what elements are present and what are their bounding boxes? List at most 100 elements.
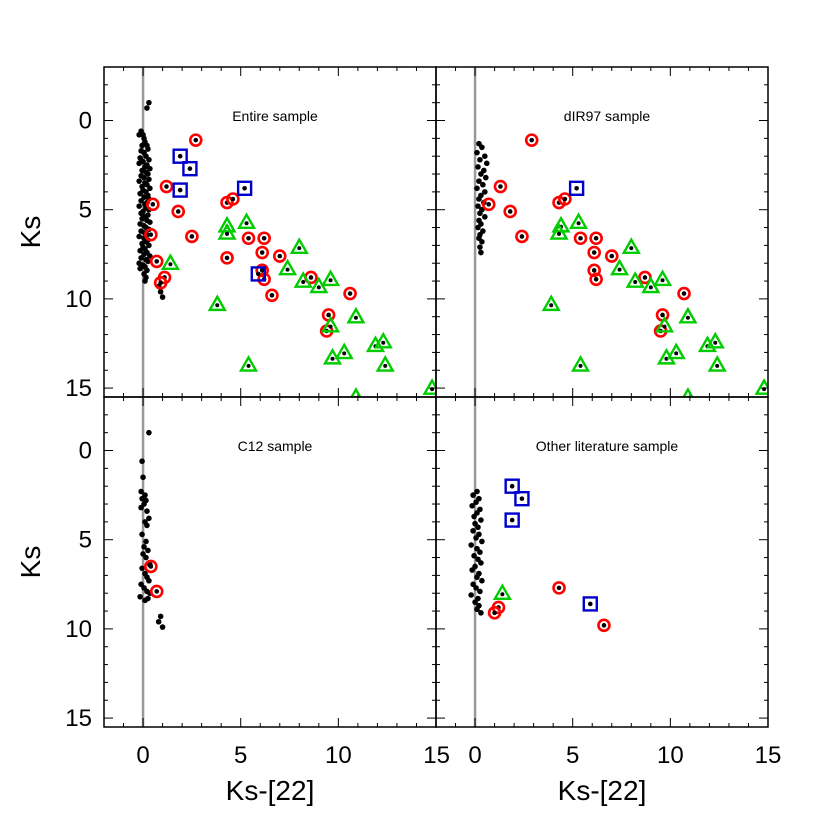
data-point-square: [514, 490, 530, 507]
data-point-ring-center: [601, 623, 607, 628]
data-point: [139, 458, 145, 465]
data-point: [478, 610, 484, 616]
data-point-ring-center: [259, 268, 265, 273]
data-point: [137, 247, 143, 254]
data-point: [477, 210, 483, 217]
panel-1: Entire sample 0 5 10 15: [65, 66, 437, 402]
data-point: [478, 171, 484, 177]
data-point-ring-center: [593, 235, 599, 241]
data-point: [137, 593, 143, 600]
data-point-ring: [265, 288, 279, 303]
data-point-triangle-center: [383, 363, 388, 368]
data-point-ring-center: [246, 235, 251, 241]
data-point-square: [172, 182, 188, 198]
data-point-triangle-center: [629, 246, 634, 251]
markers: [474, 133, 768, 397]
data-point-triangle-center: [617, 267, 622, 272]
data-point: [468, 592, 474, 598]
data-point: [475, 164, 481, 170]
data-point-square: [172, 148, 188, 164]
data-point-ring-center: [148, 232, 154, 237]
data-point: [138, 197, 144, 204]
data-point-ring-center: [519, 234, 525, 239]
data-point: [136, 160, 142, 167]
data-point: [475, 224, 481, 231]
data-point: [145, 547, 151, 554]
data-point-triangle-center: [301, 280, 306, 285]
data-point-ring-center: [347, 291, 353, 296]
data-point: [141, 544, 147, 550]
data-point-ring: [171, 204, 186, 219]
data-point: [478, 560, 484, 566]
data-point-triangle: [289, 237, 309, 254]
data-point-square: [568, 180, 585, 196]
data-point-triangle: [346, 306, 366, 324]
data-point: [147, 185, 153, 192]
data-point-triangle-center: [168, 262, 173, 267]
data-point: [136, 178, 142, 184]
data-point: [470, 527, 476, 534]
x-tick-label: 5: [234, 742, 247, 769]
data-point-triangle-center: [246, 363, 251, 368]
data-point-triangle: [320, 315, 341, 333]
data-point-square-center: [255, 271, 261, 277]
data-point: [471, 513, 477, 520]
y-tick-label: 15: [65, 375, 92, 402]
data-point: [474, 185, 480, 192]
x-axis-title-left: Ks-[22]: [226, 775, 315, 806]
data-point-ring: [587, 245, 601, 260]
data-point: [142, 278, 148, 284]
data-point: [144, 508, 150, 514]
data-point-triangle: [365, 335, 386, 353]
data-point: [477, 588, 483, 595]
data-point-triangle-center: [578, 363, 583, 368]
data-point: [137, 190, 143, 197]
data-point-triangle-center: [330, 356, 335, 361]
data-point-triangle: [652, 269, 673, 287]
data-point-ring-center: [609, 253, 615, 259]
data-point-square-center: [177, 153, 183, 159]
panel-title: Other literature sample: [536, 438, 679, 454]
x-tick-label: 0: [468, 742, 481, 769]
data-point-ring: [144, 227, 158, 242]
data-point: [138, 504, 144, 511]
data-point-triangle-center: [342, 351, 347, 356]
data-point-ring-center: [578, 235, 583, 241]
panel-title: Entire sample: [232, 108, 318, 124]
data-point-triangle-center: [244, 221, 249, 226]
data-point-square-center: [574, 185, 579, 191]
data-point: [145, 595, 151, 602]
data-point-ring-center: [556, 585, 562, 591]
data-point-triangle: [236, 212, 257, 230]
data-point-triangle: [238, 354, 259, 372]
data-point-ring: [343, 286, 357, 301]
data-point-ring-center: [277, 253, 283, 259]
data-point-triangle: [350, 387, 362, 397]
data-point: [474, 606, 480, 613]
data-point-ring-center: [150, 202, 156, 207]
data-point: [482, 153, 488, 159]
data-point: [138, 488, 144, 495]
y-tick-label: 15: [65, 705, 92, 732]
data-point-ring: [524, 133, 539, 147]
data-point-ring-center: [326, 312, 331, 318]
data-point-ring-center: [259, 250, 265, 255]
data-point-ring-center: [189, 234, 195, 239]
data-point-ring-center: [507, 209, 513, 214]
data-point-square: [250, 266, 266, 282]
data-point: [136, 203, 142, 209]
markers: [136, 99, 436, 397]
x-tick-label: 15: [423, 742, 450, 769]
data-point: [138, 255, 144, 261]
data-point-ring-center: [593, 276, 599, 282]
data-point: [136, 131, 142, 138]
data-point-triangle: [278, 258, 298, 276]
data-point-triangle: [678, 306, 698, 324]
data-point-ring-center: [486, 202, 492, 207]
data-point-triangle: [551, 215, 571, 233]
data-point: [138, 210, 144, 217]
data-point-triangle: [697, 335, 718, 353]
data-point-ring-center: [591, 268, 597, 273]
data-point-ring: [153, 276, 168, 290]
